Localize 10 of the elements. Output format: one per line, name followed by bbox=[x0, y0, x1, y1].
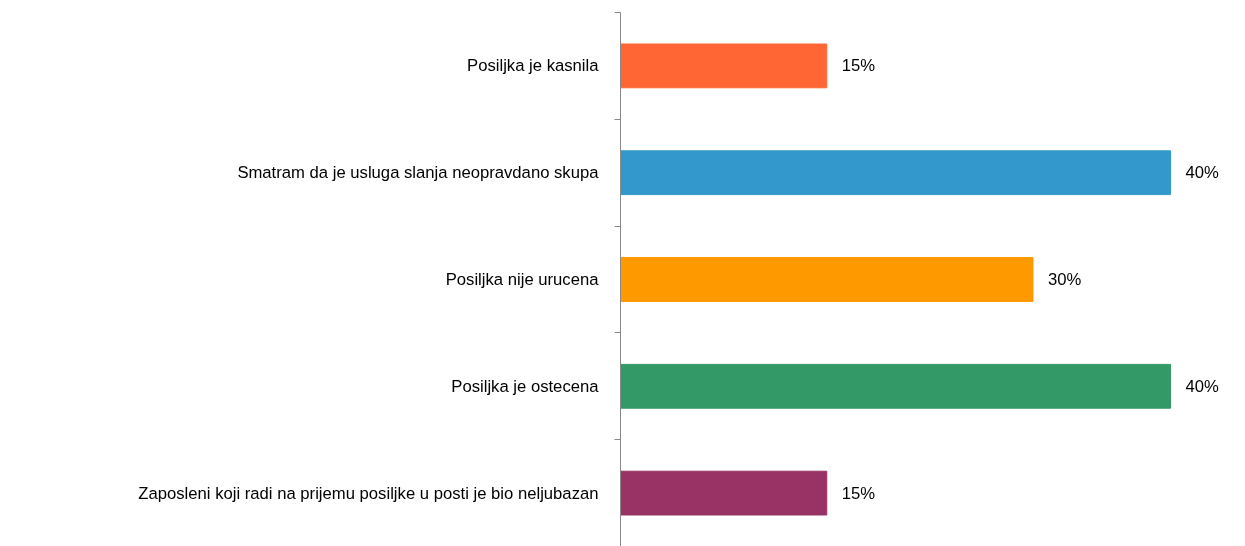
data-label: 15% bbox=[841, 483, 876, 503]
y-tick-label: Posiljka nije urucena bbox=[445, 270, 600, 289]
y-tick-label: Zaposleni koji radi na prijemu posiljke u posti je bio neljubazan bbox=[138, 483, 599, 503]
data-label: 40% bbox=[1185, 163, 1220, 183]
y-tick-label: Smatram da je usluga slanja neopravdano skupa bbox=[237, 163, 600, 183]
data-label: 15% bbox=[841, 56, 876, 76]
y-tick-label: Posiljka je kasnila bbox=[467, 56, 600, 76]
data-label: 40% bbox=[1185, 376, 1220, 396]
data-label: 30% bbox=[1048, 270, 1082, 289]
y-tick-label: Posiljka je ostecena bbox=[451, 376, 600, 396]
